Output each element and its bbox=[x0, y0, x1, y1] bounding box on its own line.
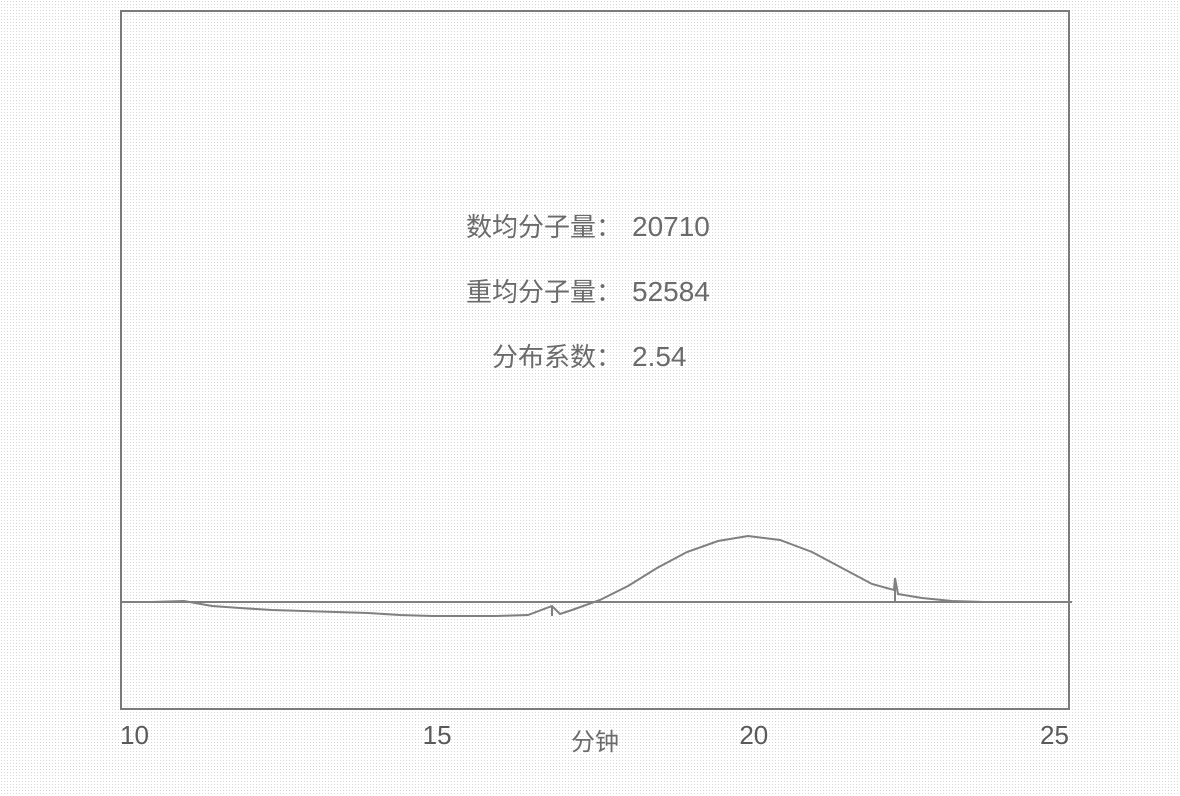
xtick-20: 20 bbox=[739, 720, 768, 751]
xtick-25: 25 bbox=[1040, 720, 1069, 751]
anno-row-mw: 重均分子量： 52584 bbox=[422, 272, 922, 309]
xtick-10: 10 bbox=[120, 720, 149, 751]
anno-value-mw: 52584 bbox=[632, 276, 710, 308]
chromatogram-curve bbox=[122, 536, 1072, 616]
results-annotation: 数均分子量： 20710 重均分子量： 52584 分布系数： 2.54 bbox=[422, 207, 922, 402]
anno-value-pdi: 2.54 bbox=[632, 341, 687, 373]
anno-row-mn: 数均分子量： 20710 bbox=[422, 207, 922, 244]
plot-border: 数均分子量： 20710 重均分子量： 52584 分布系数： 2.54 bbox=[120, 10, 1070, 710]
anno-label-mn: 数均分子量： bbox=[422, 207, 622, 244]
anno-value-mn: 20710 bbox=[632, 211, 710, 243]
xtick-15: 15 bbox=[423, 720, 452, 751]
anno-row-pdi: 分布系数： 2.54 bbox=[422, 337, 922, 374]
gpc-chromatogram-chart: 数均分子量： 20710 重均分子量： 52584 分布系数： 2.54 10 … bbox=[120, 10, 1070, 740]
anno-label-pdi: 分布系数： bbox=[422, 337, 622, 374]
anno-label-mw: 重均分子量： bbox=[422, 272, 622, 309]
x-axis-label: 分钟 bbox=[571, 722, 619, 757]
